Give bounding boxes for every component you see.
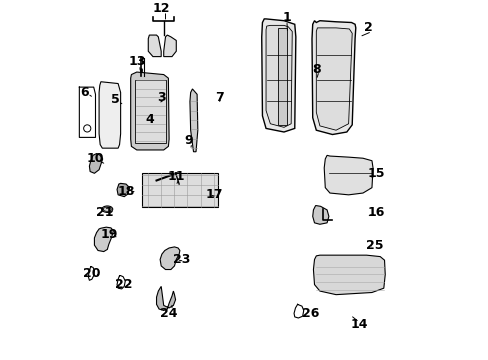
Bar bbox=[277, 28, 286, 125]
Ellipse shape bbox=[102, 206, 113, 212]
Text: 12: 12 bbox=[152, 2, 170, 15]
Text: 19: 19 bbox=[100, 228, 117, 241]
Polygon shape bbox=[189, 89, 198, 152]
Text: 3: 3 bbox=[157, 91, 166, 104]
Text: 16: 16 bbox=[367, 206, 385, 219]
Polygon shape bbox=[156, 287, 175, 310]
Text: 17: 17 bbox=[205, 188, 222, 201]
Polygon shape bbox=[312, 206, 328, 224]
Polygon shape bbox=[313, 255, 385, 294]
Polygon shape bbox=[324, 156, 372, 195]
Text: 9: 9 bbox=[184, 135, 193, 148]
Polygon shape bbox=[160, 247, 180, 270]
Polygon shape bbox=[148, 35, 161, 57]
Text: 13: 13 bbox=[128, 55, 145, 68]
Text: 15: 15 bbox=[367, 167, 385, 180]
Text: 24: 24 bbox=[160, 307, 178, 320]
Polygon shape bbox=[265, 25, 292, 127]
Text: 20: 20 bbox=[83, 267, 101, 280]
Text: 4: 4 bbox=[144, 113, 153, 126]
Text: 23: 23 bbox=[173, 253, 190, 266]
Bar bbox=[142, 173, 217, 207]
Polygon shape bbox=[261, 19, 295, 132]
Text: 5: 5 bbox=[111, 93, 120, 106]
Text: 1: 1 bbox=[282, 10, 291, 24]
Text: 6: 6 bbox=[80, 86, 89, 99]
Text: 21: 21 bbox=[96, 206, 114, 219]
Bar bbox=[135, 80, 165, 143]
Polygon shape bbox=[94, 227, 113, 252]
Text: 10: 10 bbox=[86, 152, 104, 166]
Text: 14: 14 bbox=[350, 318, 367, 330]
Text: 7: 7 bbox=[215, 91, 224, 104]
Text: 26: 26 bbox=[302, 307, 319, 320]
Polygon shape bbox=[99, 82, 121, 148]
Polygon shape bbox=[130, 72, 169, 150]
Polygon shape bbox=[311, 21, 355, 135]
Polygon shape bbox=[89, 154, 102, 173]
Polygon shape bbox=[117, 183, 129, 197]
Polygon shape bbox=[316, 28, 351, 130]
Text: 11: 11 bbox=[167, 170, 184, 183]
Polygon shape bbox=[163, 35, 176, 57]
Text: 18: 18 bbox=[118, 185, 135, 198]
Text: 25: 25 bbox=[365, 239, 383, 252]
Text: 2: 2 bbox=[363, 21, 372, 35]
Text: 8: 8 bbox=[311, 63, 320, 76]
Text: 22: 22 bbox=[115, 278, 133, 291]
